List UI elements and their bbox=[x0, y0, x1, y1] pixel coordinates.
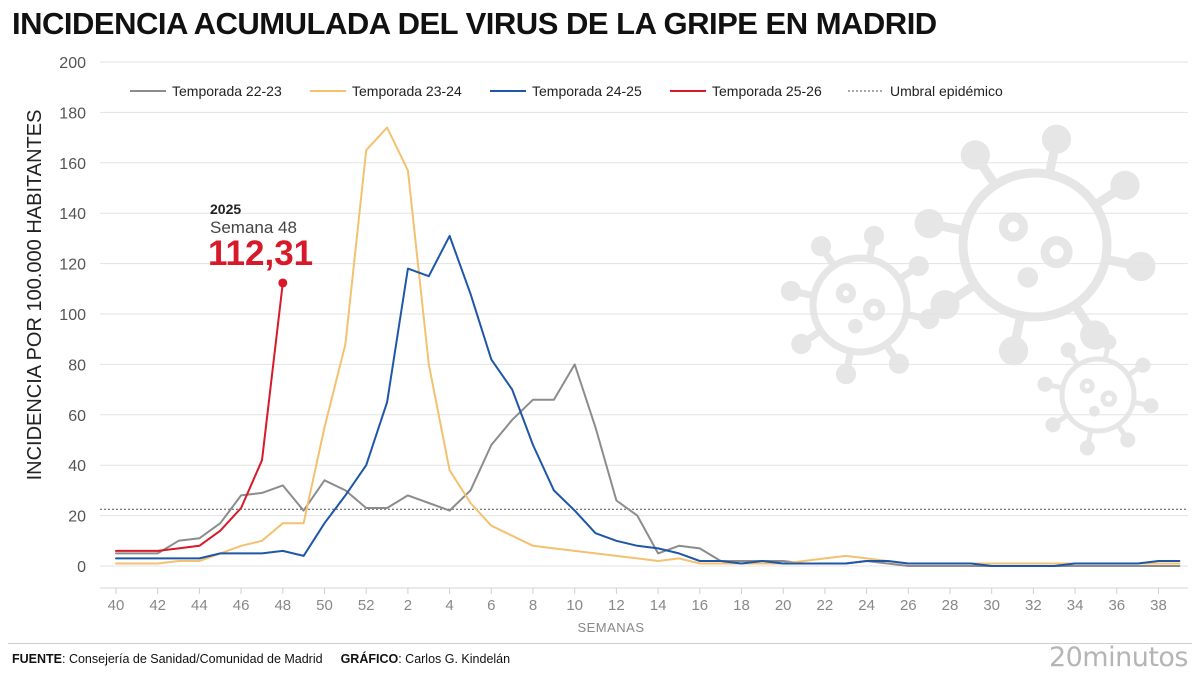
y-tick-label: 100 bbox=[59, 307, 86, 324]
x-tick-label: 12 bbox=[608, 597, 625, 614]
footer: FUENTE: Consejería de Sanidad/Comunidad … bbox=[12, 652, 510, 666]
gridlines bbox=[100, 61, 1188, 589]
legend-item: Temporada 23-24 bbox=[310, 83, 462, 99]
x-tick-label: 48 bbox=[274, 597, 291, 614]
legend-label: Temporada 25-26 bbox=[712, 83, 822, 99]
x-tick-label: 14 bbox=[650, 597, 667, 614]
x-tick-label: 50 bbox=[316, 597, 333, 614]
legend-item: Temporada 24-25 bbox=[490, 83, 642, 99]
virus-icon bbox=[1037, 334, 1159, 456]
y-tick-label: 200 bbox=[59, 55, 86, 72]
y-tick-label: 0 bbox=[77, 559, 86, 576]
footer-divider bbox=[8, 643, 1192, 644]
y-tick-label: 160 bbox=[59, 156, 86, 173]
x-tick-label: 42 bbox=[149, 597, 166, 614]
series-line bbox=[115, 234, 1181, 567]
series-lines bbox=[115, 126, 1181, 567]
virus-icon bbox=[914, 124, 1156, 366]
legend-label: Temporada 24-25 bbox=[532, 83, 642, 99]
x-tick-label: 32 bbox=[1025, 597, 1042, 614]
y-axis-label: INCIDENCIA POR 100.000 HABITANTES bbox=[24, 110, 46, 481]
x-axis-ticks: 40 42 44 46 48 50 52 2 4 6 8 10 12 14 16 18 20 22 24 26 28 30… bbox=[108, 588, 1167, 614]
x-tick-label: 20 bbox=[775, 597, 792, 614]
annotation-week: Semana 48 bbox=[210, 218, 297, 237]
current-value-point bbox=[278, 278, 288, 288]
graphic-text: : Carlos G. Kindelán bbox=[398, 652, 511, 666]
y-tick-label: 180 bbox=[59, 105, 86, 122]
virus-icon bbox=[780, 225, 940, 385]
x-tick-label: 28 bbox=[942, 597, 959, 614]
x-tick-label: 40 bbox=[108, 597, 125, 614]
x-tick-label: 2 bbox=[404, 597, 412, 614]
x-tick-label: 30 bbox=[983, 597, 1000, 614]
brand-logo: 20minutos bbox=[1048, 642, 1189, 673]
legend-item: Temporada 22-23 bbox=[130, 83, 282, 99]
virus-watermark-icons bbox=[780, 124, 1159, 456]
x-tick-label: 26 bbox=[900, 597, 917, 614]
x-tick-label: 10 bbox=[566, 597, 583, 614]
y-tick-label: 120 bbox=[59, 257, 86, 274]
legend-label: Temporada 23-24 bbox=[352, 83, 462, 99]
x-tick-label: 46 bbox=[233, 597, 250, 614]
legend: Temporada 22-23 Temporada 23-24 Temporada … bbox=[130, 83, 1003, 99]
y-tick-label: 80 bbox=[68, 357, 86, 374]
y-axis-ticks: 0 20 40 60 80 100 120 140 160 180 200 bbox=[59, 55, 86, 576]
x-tick-label: 18 bbox=[733, 597, 750, 614]
annotation-value: 112,31 bbox=[208, 234, 313, 273]
y-tick-label: 20 bbox=[68, 509, 86, 526]
legend-item: Temporada 25-26 bbox=[670, 83, 822, 99]
x-tick-label: 22 bbox=[817, 597, 834, 614]
legend-item: Umbral epidémico bbox=[848, 83, 1003, 99]
x-tick-label: 36 bbox=[1108, 597, 1125, 614]
x-tick-label: 52 bbox=[358, 597, 375, 614]
y-tick-label: 60 bbox=[68, 408, 86, 425]
x-tick-label: 34 bbox=[1067, 597, 1084, 614]
y-tick-label: 140 bbox=[59, 206, 86, 223]
current-value-annotation: 2025 Semana 48 112,31 bbox=[208, 201, 313, 273]
y-tick-label: 40 bbox=[68, 458, 86, 475]
source-text: : Consejería de Sanidad/Comunidad de Mad… bbox=[62, 652, 323, 666]
x-tick-label: 44 bbox=[191, 597, 208, 614]
x-tick-label: 8 bbox=[529, 597, 537, 614]
annotation-year: 2025 bbox=[210, 201, 241, 217]
x-tick-label: 6 bbox=[487, 597, 495, 614]
legend-label: Temporada 22-23 bbox=[172, 83, 282, 99]
graphic-label: GRÁFICO bbox=[340, 652, 399, 666]
x-tick-label: 16 bbox=[691, 597, 708, 614]
legend-label: Umbral epidémico bbox=[890, 83, 1003, 99]
x-axis-label: SEMANAS bbox=[577, 620, 644, 635]
x-tick-label: 38 bbox=[1150, 597, 1167, 614]
series-line bbox=[115, 126, 1181, 565]
x-tick-label: 24 bbox=[858, 597, 875, 614]
chart-title: INCIDENCIA ACUMULADA DEL VIRUS DE LA GRI… bbox=[12, 6, 937, 41]
series-line bbox=[115, 282, 284, 552]
x-tick-label: 4 bbox=[445, 597, 453, 614]
source-label: FUENTE bbox=[12, 652, 62, 666]
